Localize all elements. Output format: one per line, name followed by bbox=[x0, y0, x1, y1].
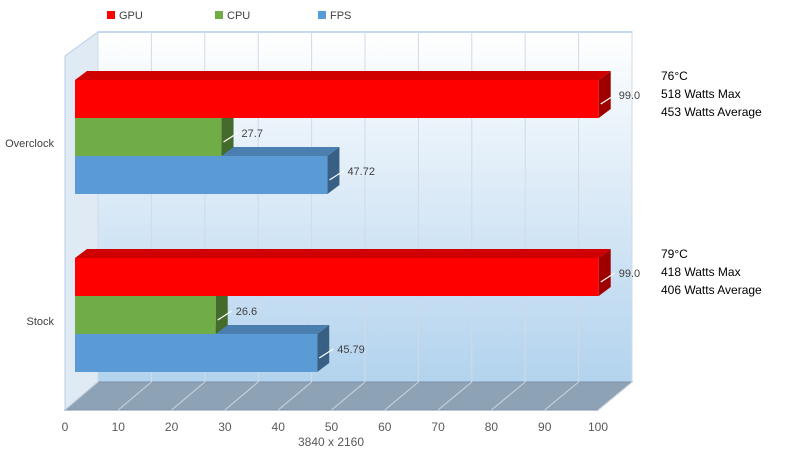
bar-front-face bbox=[75, 80, 599, 118]
x-tick-labels: 0 10 20 30 40 50 60 70 80 90 100 bbox=[62, 420, 609, 434]
value-labels: 47.72 27.7 99.0 45.79 26.6 99.0 bbox=[217, 90, 640, 359]
bar-side-face bbox=[598, 249, 611, 296]
bar-front-face bbox=[75, 258, 599, 296]
x-tick-label: 80 bbox=[485, 420, 499, 434]
floor-gridline bbox=[597, 381, 633, 411]
legend-label: CPU bbox=[227, 10, 250, 22]
value-label: 47.72 bbox=[347, 166, 375, 178]
x-tick-label: 60 bbox=[378, 420, 392, 434]
floor-gridline bbox=[331, 381, 366, 411]
annotations: 76°C 518 Watts Max 453 Watts Average 79°C 41… bbox=[661, 69, 762, 297]
bar-side-face bbox=[327, 147, 340, 194]
value-leader-line bbox=[329, 170, 344, 181]
x-tick-label: 30 bbox=[218, 420, 232, 434]
annotation: 79°C 418 Watts Max 406 Watts Average bbox=[661, 247, 762, 297]
floor-gridline bbox=[544, 381, 579, 411]
annotation-line: 79°C bbox=[661, 247, 688, 261]
legend-item-fps: FPS bbox=[318, 10, 351, 22]
x-tick-label: 50 bbox=[325, 420, 339, 434]
annotation-line: 418 Watts Max bbox=[661, 265, 741, 279]
annotation-line: 406 Watts Average bbox=[661, 283, 762, 297]
value-leader-line bbox=[600, 272, 616, 283]
bar-front-face bbox=[75, 296, 216, 334]
legend-label: GPU bbox=[119, 10, 143, 22]
value-leader-line bbox=[223, 132, 238, 143]
x-tick-label: 20 bbox=[165, 420, 179, 434]
floor-gridline bbox=[117, 381, 152, 411]
annotation-line: 76°C bbox=[661, 69, 688, 83]
bar-gpu-overclock bbox=[75, 71, 611, 118]
x-tick-label: 40 bbox=[272, 420, 286, 434]
bar-front-face bbox=[75, 118, 222, 156]
x-tick-label: 70 bbox=[431, 420, 445, 434]
category-labels: Overclock Stock bbox=[5, 138, 54, 328]
bar-top-face bbox=[75, 249, 611, 258]
category-label: Overclock bbox=[5, 138, 54, 150]
value-label: 99.0 bbox=[619, 90, 640, 102]
value-label: 27.7 bbox=[242, 128, 263, 140]
legend-swatch bbox=[318, 11, 326, 19]
value-leader-line bbox=[217, 310, 233, 321]
x-axis-title: 3840 x 2160 bbox=[298, 435, 364, 449]
floor-gridline bbox=[171, 381, 206, 411]
floor-gridline bbox=[224, 381, 259, 411]
bar-side-face bbox=[221, 109, 234, 156]
value-label: 99.0 bbox=[619, 268, 640, 280]
annotation-line: 518 Watts Max bbox=[661, 87, 741, 101]
legend-item-gpu: GPU bbox=[107, 10, 143, 22]
bars bbox=[75, 71, 611, 372]
x-tick-label: 10 bbox=[112, 420, 126, 434]
legend-label: FPS bbox=[330, 10, 351, 22]
floor-gridline bbox=[384, 381, 419, 411]
x-tick-label: 90 bbox=[538, 420, 552, 434]
x-tick-label: 0 bbox=[62, 420, 69, 434]
bar-gpu-stock bbox=[75, 249, 611, 296]
legend-swatch bbox=[215, 11, 223, 19]
value-label: 45.79 bbox=[337, 344, 365, 356]
floor-gridline bbox=[277, 381, 312, 411]
legend-item-cpu: CPU bbox=[215, 10, 250, 22]
x-tick-label: 100 bbox=[588, 420, 608, 434]
value-leader-line bbox=[318, 348, 334, 359]
category-label: Stock bbox=[26, 316, 54, 328]
bar-side-face bbox=[215, 287, 228, 334]
bar-side-face bbox=[598, 71, 611, 118]
bar-side-face bbox=[317, 325, 330, 372]
floor-gridline bbox=[437, 381, 473, 411]
bar-front-face bbox=[75, 334, 318, 372]
value-leader-line bbox=[600, 94, 616, 105]
annotation: 76°C 518 Watts Max 453 Watts Average bbox=[661, 69, 762, 119]
value-label: 26.6 bbox=[236, 306, 257, 318]
floor-gridline bbox=[64, 381, 99, 411]
legend: GPU CPU FPS bbox=[107, 10, 351, 22]
floor-gridline bbox=[491, 381, 526, 411]
legend-swatch bbox=[107, 11, 115, 19]
bar-front-face bbox=[75, 156, 328, 194]
bar-top-face bbox=[75, 71, 611, 80]
annotation-line: 453 Watts Average bbox=[661, 105, 762, 119]
